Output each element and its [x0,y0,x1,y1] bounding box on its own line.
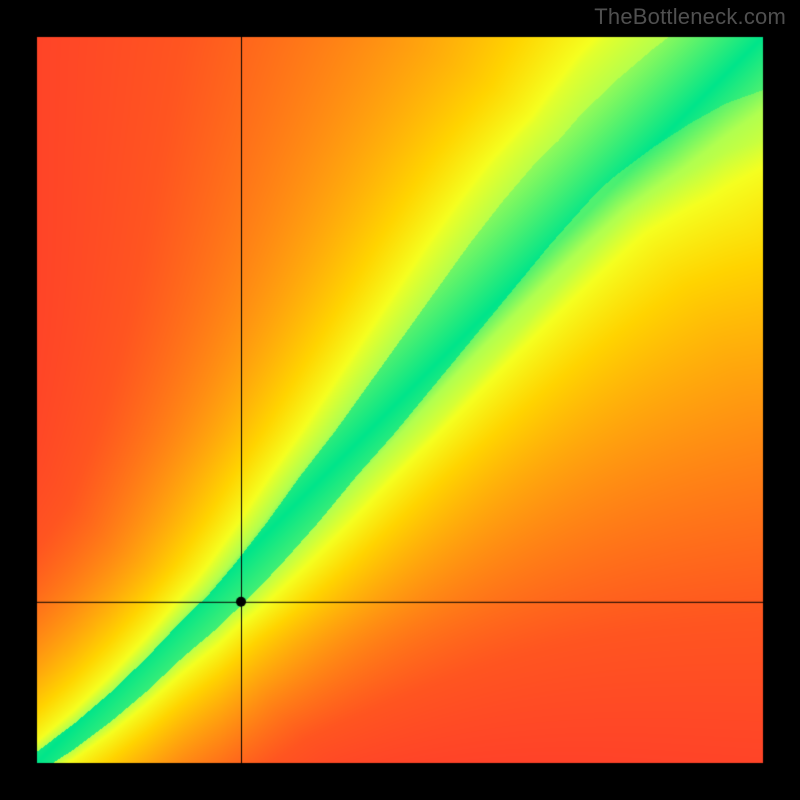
chart-container: TheBottleneck.com [0,0,800,800]
bottleneck-heatmap [0,0,800,800]
watermark-text: TheBottleneck.com [594,4,786,30]
